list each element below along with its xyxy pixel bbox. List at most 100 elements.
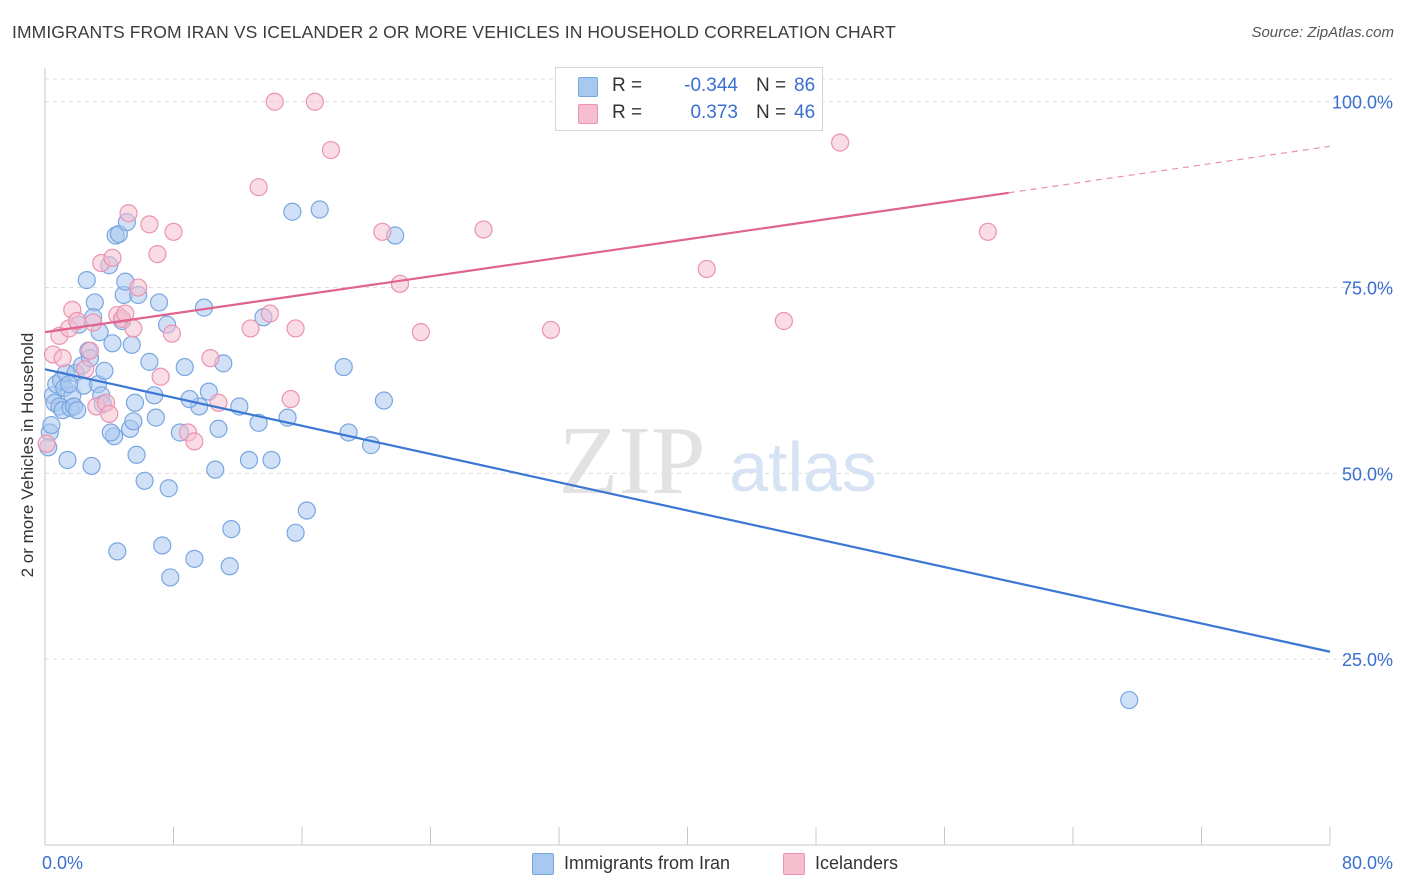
iran-point <box>127 445 146 464</box>
iran-point <box>103 334 122 353</box>
iran-point <box>42 415 61 435</box>
iran-point <box>175 357 194 377</box>
iran-point <box>222 520 241 539</box>
iran-point <box>262 450 281 470</box>
iran-point <box>209 419 228 438</box>
icelander-point <box>286 319 305 338</box>
iran-point <box>68 401 87 420</box>
iran-point <box>59 375 79 394</box>
watermark-atlas: atlas <box>729 428 877 506</box>
icelander-point <box>241 319 260 338</box>
icelander-point <box>80 341 100 360</box>
icelander-point <box>373 222 392 241</box>
legend-label: Immigrants from Iran <box>564 853 731 873</box>
correlation-legend: R = -0.344 N = 86 R = 0.373 N = 46 <box>555 67 823 131</box>
icelander-point <box>129 278 148 297</box>
iran-point <box>249 413 268 432</box>
iran-point <box>161 568 180 587</box>
source-label: Source: ZipAtlas.com <box>1251 24 1394 41</box>
icelander-point <box>162 324 181 343</box>
r-label: R = <box>612 75 643 96</box>
icelander-point <box>185 432 204 451</box>
icelander-point <box>76 360 95 379</box>
r-value: 0.373 <box>690 102 738 123</box>
icelander-point <box>305 92 324 111</box>
chart-title: IMMIGRANTS FROM IRAN VS ICELANDER 2 OR M… <box>12 22 896 42</box>
n-value: 46 <box>794 102 816 123</box>
icelander-point <box>164 222 183 241</box>
icelander-point <box>100 404 119 424</box>
icelander-point <box>37 434 56 453</box>
iran-point <box>374 391 394 410</box>
data-points <box>37 92 1139 710</box>
icelander-point <box>978 222 997 241</box>
iran-point <box>310 200 329 219</box>
iran-point <box>95 361 114 380</box>
pink-swatch-icon <box>783 853 805 875</box>
iran-point <box>140 352 159 371</box>
icelander-point <box>151 367 170 386</box>
icelander-point <box>260 304 279 323</box>
iran-point <box>239 450 259 470</box>
r-value: -0.344 <box>684 75 738 96</box>
icelander-trend-line-extension <box>1008 145 1331 194</box>
iran-point <box>297 501 316 520</box>
n-label: N = <box>756 102 787 123</box>
icelander-point <box>140 215 159 234</box>
n-value: 86 <box>794 75 816 96</box>
pink-swatch-icon <box>578 104 598 124</box>
iran-point <box>135 471 154 490</box>
iran-point <box>77 271 96 290</box>
axes <box>44 68 1331 846</box>
icelander-point <box>774 311 793 331</box>
icelander-trend-line <box>44 191 1009 334</box>
iran-point <box>159 479 178 498</box>
iran-point <box>220 557 239 576</box>
icelander-point <box>116 304 135 323</box>
iran-point <box>124 412 143 431</box>
iran-point <box>149 293 169 312</box>
y-tick-label: 100.0% <box>1332 93 1393 113</box>
trend-lines <box>44 145 1331 653</box>
blue-swatch-icon <box>532 853 554 875</box>
blue-swatch-icon <box>578 77 598 97</box>
icelander-point <box>265 92 284 111</box>
legend-label: Icelanders <box>815 853 899 873</box>
iran-point <box>206 460 225 479</box>
iran-point <box>101 423 120 442</box>
n-label: N = <box>756 75 787 96</box>
icelander-point <box>411 323 430 342</box>
iran-point <box>1120 690 1139 710</box>
icelander-point <box>474 220 493 239</box>
watermark-zip: ZIP <box>559 407 706 515</box>
iran-point <box>334 357 353 377</box>
icelander-point <box>541 320 561 340</box>
iran-point <box>286 523 305 542</box>
watermark: ZIP atlas <box>559 407 877 515</box>
icelander-point <box>697 259 716 279</box>
icelander-point <box>249 178 268 197</box>
x-tick-label: 0.0% <box>42 853 83 873</box>
tick-labels: 25.0% 50.0% 75.0% 100.0% 0.0% 80.0% <box>42 93 1393 873</box>
icelander-point <box>103 248 122 267</box>
y-tick-label: 50.0% <box>1342 464 1393 484</box>
iran-point <box>153 536 172 555</box>
gridlines <box>45 78 1392 660</box>
x-tick-label: 80.0% <box>1342 853 1393 873</box>
iran-point <box>283 202 302 221</box>
icelander-point <box>321 140 341 160</box>
iran-point <box>122 335 141 354</box>
icelander-point <box>84 313 103 332</box>
icelander-point <box>281 389 300 409</box>
icelander-point <box>390 274 410 293</box>
iran-point <box>125 393 145 412</box>
icelander-point <box>53 349 72 368</box>
iran-trend-line <box>44 368 1331 653</box>
icelander-point <box>148 245 167 264</box>
y-tick-label: 25.0% <box>1342 650 1393 670</box>
iran-point <box>146 408 165 427</box>
iran-point <box>185 549 204 568</box>
iran-point <box>108 542 127 561</box>
icelander-point <box>830 133 850 152</box>
